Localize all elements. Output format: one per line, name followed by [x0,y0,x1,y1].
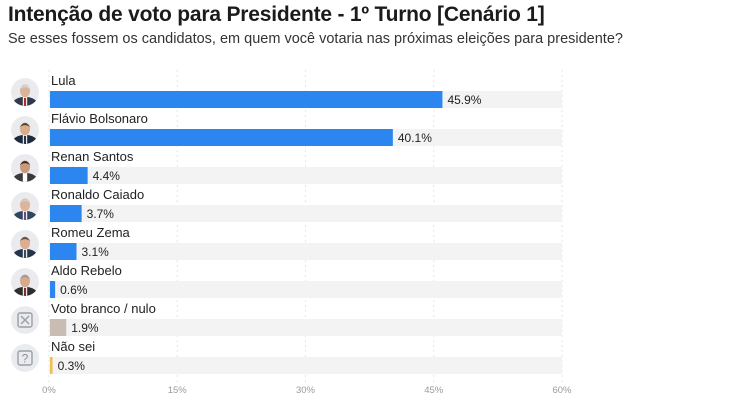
category-label: Aldo Rebelo [51,263,122,278]
bar-row: Lula 45.9% [11,73,562,108]
x-tick-label: 0% [42,385,56,396]
bar [50,129,393,146]
avatar-renan-santos-icon [11,154,39,182]
avatar-lula-icon [11,78,39,106]
bar-row: Romeu Zema 3.1% [11,225,562,260]
x-tick-label: 45% [424,385,444,396]
value-label: 0.3% [58,359,86,373]
bar [50,205,82,222]
blank-vote-x-icon [11,306,39,334]
bar-row: Ronaldo Caiado 3.7% [11,187,562,222]
category-label: Renan Santos [51,149,134,164]
value-label: 45.9% [447,93,481,107]
value-label: 3.7% [87,207,115,221]
question-mark-icon: ? [11,344,39,372]
avatar-aldo-rebelo-icon [11,268,39,296]
value-label: 3.1% [82,245,110,259]
bar-row: Renan Santos 4.4% [11,149,562,184]
value-label: 40.1% [398,131,432,145]
category-label: Romeu Zema [51,225,131,240]
x-tick-label: 60% [552,385,572,396]
category-label: Não sei [51,339,95,354]
value-label: 1.9% [71,321,99,335]
bar [50,319,67,336]
bar-track [49,319,562,336]
category-label: Flávio Bolsonaro [51,111,148,126]
bar [50,281,56,298]
value-label: 4.4% [93,169,121,183]
bar [50,357,53,374]
svg-text:?: ? [22,352,29,366]
bar-row: Voto branco / nulo 1.9% [11,301,562,336]
bar-row: Flávio Bolsonaro 40.1% [11,111,562,146]
bar [50,243,77,260]
bar-row: ? Não sei 0.3% [11,339,562,374]
category-label: Voto branco / nulo [51,301,156,316]
chart-subtitle: Se esses fossem os candidatos, em quem v… [8,31,623,47]
chart-title: Intenção de voto para Presidente - 1º Tu… [8,3,545,26]
avatar-ronaldo-caiado-icon [11,192,39,220]
bar-track [49,281,562,298]
bar-row: Aldo Rebelo 0.6% [11,263,562,298]
category-label: Ronaldo Caiado [51,187,144,202]
bar-track [49,357,562,374]
x-tick-label: 15% [168,385,188,396]
bar-track [49,205,562,222]
x-tick-label: 30% [296,385,316,396]
value-label: 0.6% [60,283,88,297]
bar [50,167,88,184]
bar-track [49,243,562,260]
bar-track [49,167,562,184]
avatar-romeu-zema-icon [11,230,39,258]
bar [50,91,443,108]
avatar-flavio-bolsonaro-icon [11,116,39,144]
category-label: Lula [51,73,76,88]
